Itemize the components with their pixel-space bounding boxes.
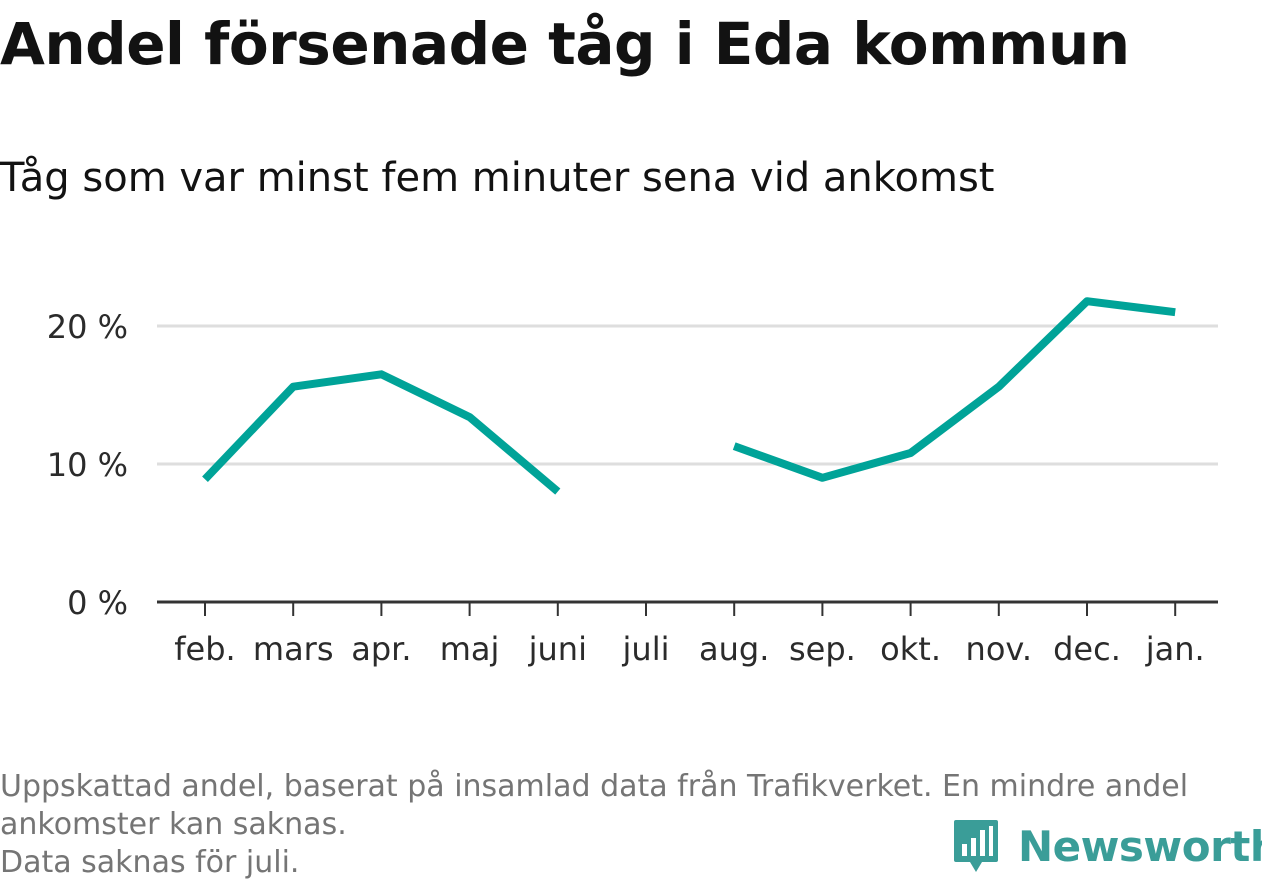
chart-subtitle: Tåg som var minst fem minuter sena vid a… bbox=[0, 155, 995, 201]
y-tick-label: 20 % bbox=[47, 308, 128, 346]
x-tick-label: feb. bbox=[174, 630, 235, 668]
x-tick-label: juni bbox=[528, 630, 587, 668]
y-tick-label: 10 % bbox=[47, 446, 128, 484]
x-axis bbox=[157, 600, 1218, 616]
x-tick-label: okt. bbox=[880, 630, 941, 668]
y-tick-label: 0 % bbox=[67, 584, 128, 622]
x-tick-label: dec. bbox=[1053, 630, 1121, 668]
x-tick-label: mars bbox=[253, 630, 334, 668]
tick-labels: 0 % 10 % 20 % feb. mars apr. maj juni juli aug. se… bbox=[47, 308, 1205, 668]
chart-title: Andel försenade tåg i Eda kommun bbox=[0, 10, 1130, 78]
x-tick-label: nov. bbox=[966, 630, 1032, 668]
newsworthy-bar-chart-icon bbox=[954, 820, 998, 872]
x-tick-label: apr. bbox=[351, 630, 411, 668]
x-tick-label: aug. bbox=[699, 630, 769, 668]
newsworthy-logo: Newsworthy bbox=[952, 818, 1262, 874]
x-tick-label: sep. bbox=[789, 630, 856, 668]
x-tick-label: maj bbox=[440, 630, 500, 668]
logo-wordmark: Newsworthy bbox=[1018, 821, 1262, 871]
series-lines bbox=[202, 297, 1176, 495]
footnote-line-1: Uppskattad andel, baserat på insamlad da… bbox=[0, 769, 1189, 842]
x-tick-label: juli bbox=[622, 630, 670, 668]
footnote-line-2: Data saknas för juli. bbox=[0, 845, 300, 880]
x-tick-label: jan. bbox=[1145, 630, 1205, 668]
series-line-segment bbox=[202, 370, 561, 495]
chart-footnote: Uppskattad andel, baserat på insamlad da… bbox=[0, 768, 1250, 882]
gridlines bbox=[157, 324, 1218, 466]
series-line-segment bbox=[732, 297, 1176, 482]
